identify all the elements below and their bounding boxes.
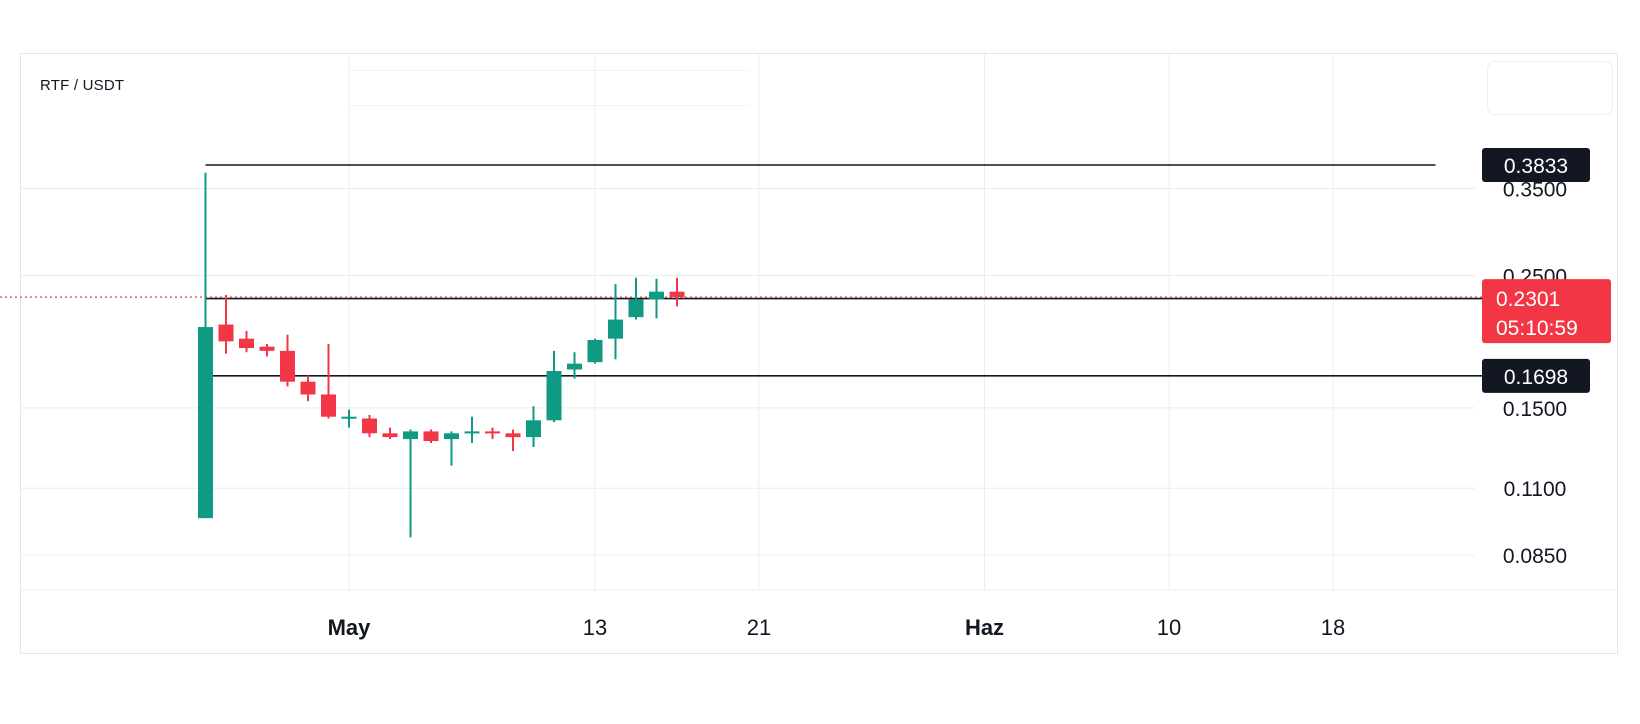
candle-down [218, 295, 234, 354]
chart-settings-button[interactable] [1487, 61, 1613, 115]
tag-bg [1482, 279, 1611, 344]
candles [198, 172, 685, 538]
tag-label: 0.1698 [1504, 366, 1568, 389]
horizontal-lines [205, 164, 1579, 377]
candle-down [505, 429, 521, 452]
tag-bg [1482, 148, 1590, 182]
price-tick-label: 0.1500 [1503, 398, 1567, 421]
candle-down [362, 414, 377, 438]
time-tick-label: May [328, 615, 372, 640]
candle-body [628, 299, 644, 318]
candle-down [382, 427, 398, 440]
candle-up [198, 172, 213, 519]
candle-body [464, 431, 480, 434]
countdown-label: 05:10:59 [1496, 317, 1578, 340]
candle-up [649, 278, 664, 319]
candle-body [198, 327, 213, 519]
candle-up [341, 409, 357, 428]
candle-up [608, 284, 623, 360]
candle-down [300, 375, 316, 402]
candle-down [485, 427, 500, 440]
candle-body [300, 381, 316, 395]
time-tick-label: 21 [747, 615, 771, 640]
candle-body [526, 420, 541, 438]
candle-down [259, 344, 275, 357]
line-price-tag: 0.1698 [1482, 358, 1590, 393]
candle-up [567, 352, 582, 379]
candle-body [505, 433, 521, 438]
last-price-tag: 0.2301 05:10:59 [1482, 279, 1611, 344]
line-price-tag: 0.3833 [1482, 148, 1590, 182]
candle-down [239, 330, 254, 353]
time-tick-label: Haz [965, 615, 1004, 640]
candle-down [669, 277, 685, 307]
candle-body [403, 431, 418, 440]
candle-body [280, 350, 295, 382]
grid [21, 54, 1617, 591]
candle-body [669, 291, 685, 298]
candle-body [649, 291, 664, 300]
tag-label: 0.3833 [1504, 155, 1568, 178]
candle-body [587, 339, 603, 363]
candle-body [259, 346, 275, 351]
candle-up [587, 338, 603, 364]
tag-bg [1482, 358, 1590, 393]
candle-body [382, 433, 398, 438]
candle-body [341, 416, 357, 419]
candle-body [321, 394, 336, 417]
candle-body [239, 338, 254, 349]
candle-up [546, 350, 562, 423]
candle-body [423, 431, 439, 442]
price-tick-label: 0.0850 [1503, 545, 1567, 568]
time-tick-label: 13 [583, 615, 607, 640]
price-tick-label: 0.3500 [1503, 179, 1567, 202]
candle-body [218, 324, 234, 342]
toolbar-placeholder [350, 70, 750, 106]
candle-body [546, 370, 562, 421]
candle-down [280, 334, 295, 387]
last-price-label: 0.2301 [1496, 288, 1560, 311]
candle-body [362, 418, 377, 434]
time-tick-label: 18 [1321, 615, 1345, 640]
candle-down [321, 344, 336, 419]
symbol-label: RTF / USDT [40, 77, 125, 94]
time-tick-label: 10 [1157, 615, 1181, 640]
candle-up [464, 416, 480, 443]
candle-up [403, 429, 418, 538]
candle-up [444, 431, 459, 466]
candle-body [485, 431, 500, 434]
candle-body [608, 319, 623, 339]
candle-down [423, 429, 439, 443]
time-axis: May 13 21 Haz 10 18 [328, 615, 1346, 640]
candle-body [444, 433, 459, 440]
candle-up [526, 406, 541, 447]
price-tick-label: 0.1100 [1504, 478, 1567, 501]
candle-body [567, 363, 582, 370]
candle-up [628, 277, 644, 320]
